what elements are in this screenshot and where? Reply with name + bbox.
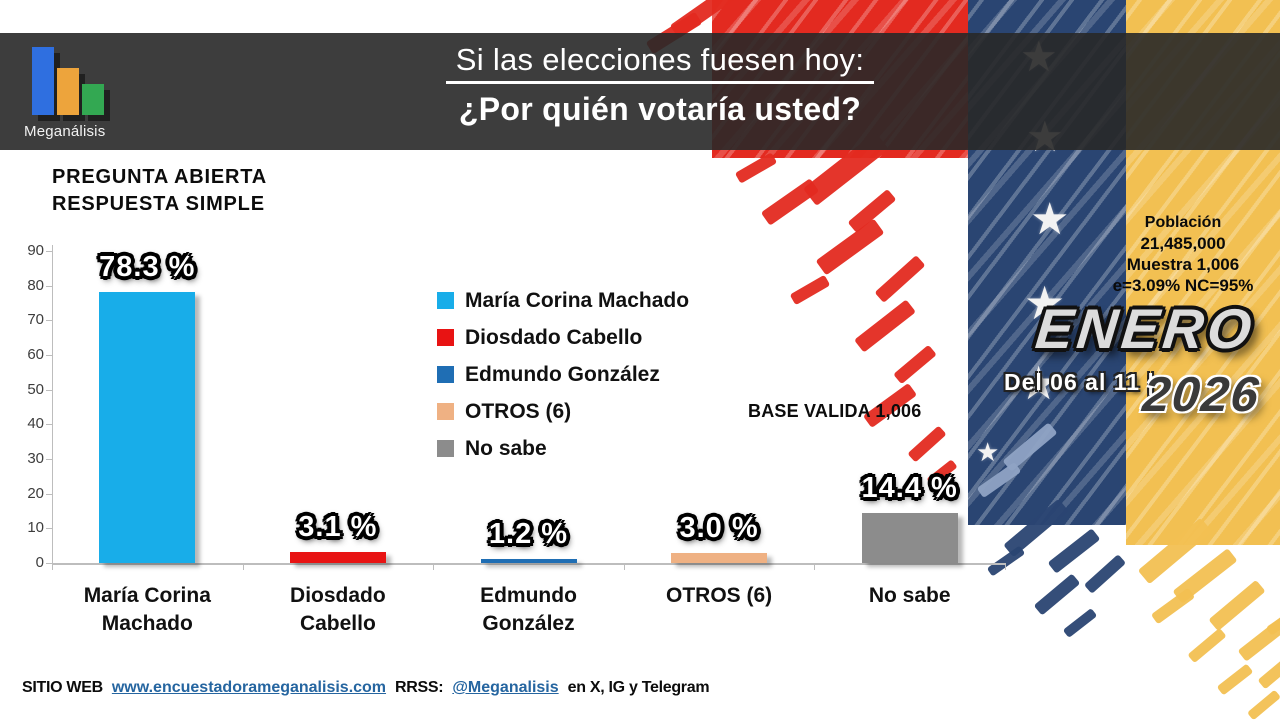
footer: SITIO WEB www.encuestadorameganalisis.co… [22,679,710,697]
logo-brand-text: Meganálisis [24,123,106,140]
bar-diosdado-cabello [289,552,386,563]
y-axis-tick-label: 10 [27,519,44,537]
y-axis-tick-label: 0 [35,554,44,571]
header-banner: Meganálisis Si las elecciones fuesen hoy… [0,33,1280,150]
bar-value-label: 1.2 % [488,517,569,550]
question-type-note: PREGUNTA ABIERTA RESPUESTA SIMPLE [52,164,267,218]
stats-population-value: 21,485,000 [1140,234,1226,253]
bar-no-sabe [861,513,958,563]
period-year: 2026 [1140,368,1263,422]
y-axis-tick-mark [46,389,52,391]
legend-label: OTROS (6) [465,399,572,423]
bar-value-label: 3.1 % [298,511,378,544]
chart-legend: María Corina Machado Diosdado Cabello Edmu… [437,289,689,474]
y-axis-tick-mark [46,251,52,252]
bar-value-label: 14.4 % [861,472,958,505]
x-axis-tick-mark [623,563,625,570]
x-axis-category-label: María Corina Machado [83,584,211,635]
period-date-range: Del 06 al 11 | [1004,369,1155,395]
x-axis-tick-mark [242,563,244,570]
stats-population-label: Población [1144,214,1222,231]
legend-swatch [437,366,454,383]
x-axis-category-label: No sabe [868,584,951,607]
stats-sample-value: Muestra 1,006 [1126,255,1240,274]
bar-otros-6- [671,552,768,563]
bar-edmundo-gonz-lez [480,558,577,563]
x-axis-line [52,563,1005,565]
x-axis-category-label: Edmundo González [480,584,577,635]
y-axis-tick-label: 70 [27,311,44,329]
legend-swatch [437,292,454,309]
flag-star-icon: ★ [1024,276,1066,330]
x-axis-tick-mark [52,563,53,570]
page-title-line1: Si las elecciones fuesen hoy: [445,42,875,84]
y-axis-tick-label: 80 [27,276,44,294]
y-axis-tick-mark [46,320,52,322]
y-axis-tick-mark [46,459,52,460]
flag-star-icon: ★ [1030,194,1070,245]
bar-mar-a-corina-machado [99,291,196,563]
legend-item: OTROS (6) [437,400,689,423]
legend-label: María Corina Machado [465,288,690,312]
y-axis-tick-mark [46,424,52,426]
networks-text: en X, IG y Telegram [567,679,710,696]
note-line1: PREGUNTA ABIERTA [52,166,268,188]
x-axis-tick-mark [433,563,435,570]
logo-bar-blue [32,47,54,115]
legend-item: María Corina Machado [437,289,689,312]
y-axis-tick-mark [46,493,52,495]
y-axis-tick-mark [46,355,52,356]
flag-star-icon: ★ [976,438,1000,468]
x-axis-tick-mark [814,563,816,570]
y-axis-tick-label: 40 [27,415,44,433]
site-label: SITIO WEB [22,679,103,696]
y-axis-line [52,245,53,567]
logo-bar-orange [57,68,79,115]
sample-stats: Población 21,485,000 Muestra 1,006 e=3.0… [1090,212,1276,296]
legend-swatch [437,440,454,457]
legend-label: Diosdado Cabello [465,325,643,349]
website-link[interactable]: www.encuestadorameganalisis.com [111,679,387,696]
meganalisis-logo: Meganálisis [24,47,134,140]
logo-bar-green [82,84,104,115]
legend-item: No sabe [437,437,689,460]
y-axis-tick-label: 60 [27,346,44,363]
x-axis-category-label: Diosdado Cabello [290,584,386,635]
legend-item: Edmundo González [437,363,689,386]
legend-swatch [437,329,454,346]
x-axis-tick-mark [1005,563,1006,570]
x-axis-category-label: OTROS (6) [666,584,773,607]
bar-value-label: 78.3 % [99,250,196,283]
stats-error-confidence: e=3.09% NC=95% [1112,276,1254,295]
y-axis-tick-label: 30 [27,450,44,467]
legend-item: Diosdado Cabello [437,326,689,349]
y-axis-tick-label: 50 [27,380,44,398]
flag-star-icon: ★ [1018,356,1060,410]
y-axis-tick-label: 90 [27,242,44,259]
legend-label: No sabe [465,436,547,460]
rrss-label: RRSS: [395,679,444,696]
y-axis-tick-mark [46,563,52,564]
legend-swatch [437,403,454,420]
y-axis-tick-label: 20 [27,484,44,502]
note-line2: RESPUESTA SIMPLE [52,193,265,215]
bar-chart-logo-icon [24,47,116,119]
social-handle-link[interactable]: @Meganalisis [452,679,559,696]
title-block: Si las elecciones fuesen hoy: ¿Por quién… [270,42,1050,128]
y-axis-tick-mark [46,528,52,530]
bar-value-label: 3.0 % [679,511,759,544]
page-title-line2: ¿Por quién votaría usted? [458,91,862,127]
period-month: ENERO [1032,297,1259,360]
legend-label: Edmundo González [465,362,660,386]
valid-base-note: BASE VALIDA 1,006 [748,401,922,421]
y-axis-tick-mark [46,285,52,287]
